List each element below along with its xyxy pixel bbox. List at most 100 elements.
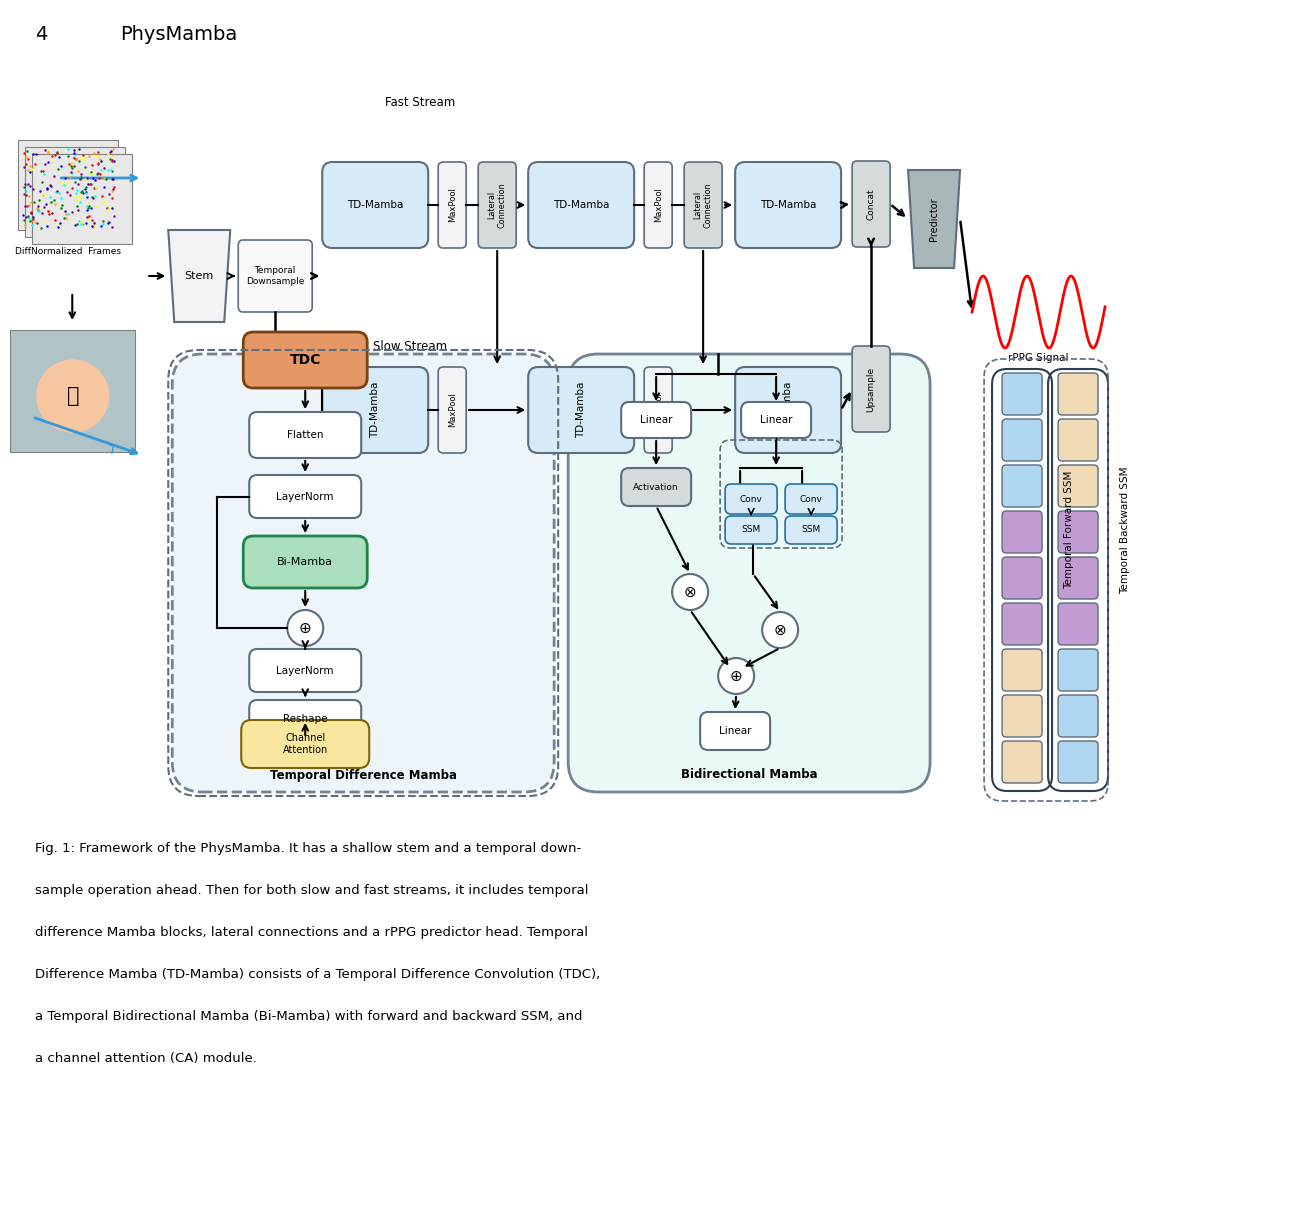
FancyBboxPatch shape	[786, 515, 837, 545]
Text: LayerNorm: LayerNorm	[276, 491, 334, 501]
FancyBboxPatch shape	[250, 701, 361, 738]
Circle shape	[762, 612, 798, 649]
Text: Lateral
Connection: Lateral Connection	[694, 183, 712, 227]
Text: SSM: SSM	[741, 525, 761, 535]
Text: Channel
Attention: Channel Attention	[283, 733, 328, 755]
FancyBboxPatch shape	[1003, 557, 1042, 599]
Text: Concat: Concat	[867, 189, 875, 220]
Text: ⊕: ⊕	[729, 668, 742, 684]
Text: Reshape: Reshape	[283, 714, 327, 724]
FancyBboxPatch shape	[786, 484, 837, 514]
FancyBboxPatch shape	[1003, 741, 1042, 783]
Text: Temporal Difference Mamba: Temporal Difference Mamba	[269, 768, 457, 782]
Text: Temporal Forward SSM: Temporal Forward SSM	[1064, 471, 1074, 589]
FancyBboxPatch shape	[33, 154, 133, 244]
Text: Temporal Backward SSM: Temporal Backward SSM	[1120, 466, 1130, 594]
Text: T: T	[109, 444, 116, 456]
Text: T: T	[118, 161, 126, 174]
FancyBboxPatch shape	[250, 411, 361, 459]
FancyBboxPatch shape	[322, 367, 428, 453]
FancyBboxPatch shape	[1003, 419, 1042, 461]
FancyBboxPatch shape	[243, 332, 367, 388]
FancyBboxPatch shape	[250, 476, 361, 518]
FancyBboxPatch shape	[1058, 695, 1099, 737]
Text: ⊗: ⊗	[683, 584, 696, 599]
FancyBboxPatch shape	[243, 536, 367, 588]
Circle shape	[288, 610, 323, 646]
Text: TD-Mamba: TD-Mamba	[553, 200, 610, 211]
FancyBboxPatch shape	[1058, 741, 1099, 783]
Text: ⊕: ⊕	[298, 621, 311, 635]
Text: 👤: 👤	[67, 386, 79, 407]
FancyBboxPatch shape	[438, 367, 466, 453]
Text: Difference Mamba (TD-Mamba) consists of a Temporal Difference Convolution (TDC),: Difference Mamba (TD-Mamba) consists of …	[35, 968, 600, 981]
Text: Fig. 1: Framework of the PhysMamba. It has a shallow stem and a temporal down-: Fig. 1: Framework of the PhysMamba. It h…	[35, 842, 582, 855]
Text: a Temporal Bidirectional Mamba (Bi-Mamba) with forward and backward SSM, and: a Temporal Bidirectional Mamba (Bi-Mamba…	[35, 1010, 583, 1022]
FancyBboxPatch shape	[644, 162, 673, 248]
FancyBboxPatch shape	[1058, 557, 1099, 599]
Text: Slow Stream: Slow Stream	[373, 340, 447, 353]
Text: LayerNorm: LayerNorm	[276, 666, 334, 675]
FancyBboxPatch shape	[238, 240, 313, 312]
Text: Bidirectional Mamba: Bidirectional Mamba	[681, 768, 817, 782]
Text: TD-Mamba: TD-Mamba	[783, 382, 794, 438]
FancyBboxPatch shape	[725, 515, 777, 545]
Text: Linear: Linear	[719, 726, 752, 736]
FancyBboxPatch shape	[622, 468, 691, 506]
FancyBboxPatch shape	[528, 367, 635, 453]
FancyBboxPatch shape	[741, 402, 811, 438]
FancyBboxPatch shape	[11, 330, 135, 453]
FancyBboxPatch shape	[528, 162, 635, 248]
FancyBboxPatch shape	[25, 146, 125, 237]
Text: DiffNormalized  Frames: DiffNormalized Frames	[16, 247, 121, 257]
FancyBboxPatch shape	[1003, 603, 1042, 645]
Text: Lateral
Connection: Lateral Connection	[487, 183, 507, 227]
FancyBboxPatch shape	[1058, 649, 1099, 691]
Text: Fast Stream: Fast Stream	[385, 96, 456, 109]
FancyBboxPatch shape	[18, 140, 118, 230]
Text: Stem: Stem	[185, 271, 214, 281]
Polygon shape	[908, 169, 961, 267]
FancyBboxPatch shape	[725, 484, 777, 514]
Circle shape	[37, 361, 109, 432]
Text: MaxPool: MaxPool	[448, 188, 457, 223]
Text: sample operation ahead. Then for both slow and fast streams, it includes tempora: sample operation ahead. Then for both sl…	[35, 885, 589, 897]
Text: Linear: Linear	[759, 415, 792, 425]
FancyBboxPatch shape	[851, 161, 890, 247]
Text: PhysMamba: PhysMamba	[121, 25, 238, 45]
FancyBboxPatch shape	[735, 367, 841, 453]
Text: MaxPool: MaxPool	[653, 392, 662, 427]
Text: rPPG Signal: rPPG Signal	[1008, 353, 1068, 363]
FancyBboxPatch shape	[1003, 695, 1042, 737]
Text: MaxPool: MaxPool	[653, 188, 662, 223]
Text: Temporal
Downsample: Temporal Downsample	[246, 266, 305, 286]
FancyBboxPatch shape	[1003, 373, 1042, 415]
Polygon shape	[168, 230, 230, 322]
Text: Activation: Activation	[633, 483, 679, 491]
Text: Conv: Conv	[740, 495, 762, 503]
FancyBboxPatch shape	[622, 402, 691, 438]
FancyBboxPatch shape	[644, 367, 673, 453]
FancyBboxPatch shape	[1058, 603, 1099, 645]
Text: Predictor: Predictor	[929, 197, 940, 241]
Text: Conv: Conv	[800, 495, 823, 503]
Text: difference Mamba blocks, lateral connections and a rPPG predictor head. Temporal: difference Mamba blocks, lateral connect…	[35, 926, 589, 939]
FancyBboxPatch shape	[568, 355, 930, 793]
Circle shape	[673, 574, 708, 610]
Text: Upsample: Upsample	[867, 367, 875, 411]
FancyBboxPatch shape	[735, 162, 841, 248]
Text: Flatten: Flatten	[286, 430, 323, 440]
FancyBboxPatch shape	[172, 355, 555, 793]
FancyBboxPatch shape	[1058, 419, 1099, 461]
FancyBboxPatch shape	[1058, 465, 1099, 507]
FancyBboxPatch shape	[1003, 465, 1042, 507]
Text: TD-Mamba: TD-Mamba	[576, 382, 586, 438]
Text: ⊗: ⊗	[774, 622, 787, 638]
Text: TD-Mamba: TD-Mamba	[347, 200, 403, 211]
FancyBboxPatch shape	[1003, 511, 1042, 553]
FancyBboxPatch shape	[1003, 649, 1042, 691]
FancyBboxPatch shape	[1058, 511, 1099, 553]
Text: a channel attention (CA) module.: a channel attention (CA) module.	[35, 1051, 258, 1065]
FancyBboxPatch shape	[478, 162, 516, 248]
Text: Linear: Linear	[640, 415, 673, 425]
